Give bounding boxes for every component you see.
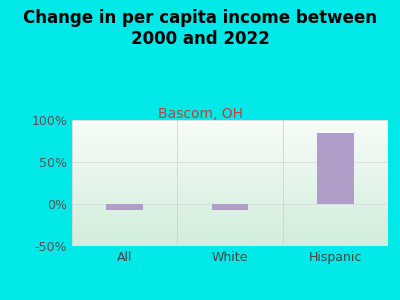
Text: Bascom, OH: Bascom, OH bbox=[158, 106, 242, 121]
Text: Change in per capita income between
2000 and 2022: Change in per capita income between 2000… bbox=[23, 9, 377, 48]
Bar bbox=[106, 204, 143, 210]
Bar bbox=[212, 204, 248, 210]
Bar bbox=[317, 133, 354, 204]
